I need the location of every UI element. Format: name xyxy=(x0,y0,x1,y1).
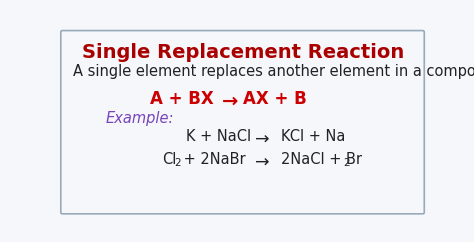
Text: Cl: Cl xyxy=(162,152,177,167)
Text: K + NaCl: K + NaCl xyxy=(186,129,251,144)
Text: 2: 2 xyxy=(175,159,182,168)
Text: AX + B: AX + B xyxy=(243,90,307,108)
Text: Single Replacement Reaction: Single Replacement Reaction xyxy=(82,43,404,62)
Text: KCl + Na: KCl + Na xyxy=(281,129,345,144)
Text: 2: 2 xyxy=(343,159,349,168)
Text: A + BX: A + BX xyxy=(151,90,214,108)
Text: A single element replaces another element in a compound.: A single element replaces another elemen… xyxy=(73,64,474,79)
Text: Example:: Example: xyxy=(106,111,174,126)
Text: + 2NaBr: + 2NaBr xyxy=(179,152,246,167)
Text: →: → xyxy=(255,154,269,172)
Text: 2NaCl + Br: 2NaCl + Br xyxy=(281,152,362,167)
Text: →: → xyxy=(222,91,238,110)
FancyBboxPatch shape xyxy=(61,30,424,214)
Text: →: → xyxy=(255,131,269,149)
